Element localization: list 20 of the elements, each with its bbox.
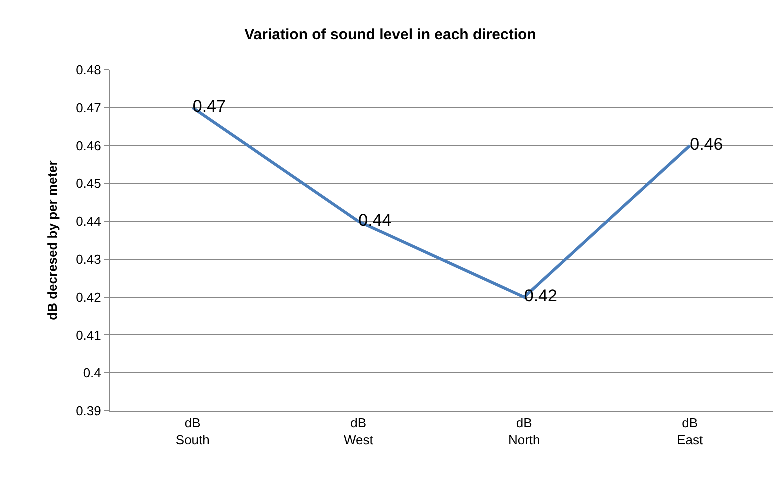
chart-title: Variation of sound level in each direction [244, 26, 536, 44]
y-tick-label: 0.46 [76, 138, 102, 154]
y-tick-label: 0.47 [76, 100, 102, 116]
x-tick-label: dB West [344, 416, 374, 448]
data-label: 0.44 [358, 210, 392, 230]
y-tick-label: 0.48 [76, 62, 102, 78]
data-label: 0.47 [192, 97, 226, 116]
y-tick-label: 0.42 [76, 290, 102, 305]
y-tick-label: 0.45 [76, 176, 102, 192]
x-tick-label: dB North [508, 416, 540, 448]
y-tick-label: 0.41 [76, 328, 102, 343]
x-tick-label: dB East [677, 416, 704, 448]
y-axis-title: dB decresed by per meter [45, 160, 60, 320]
y-tick-label: 0.44 [76, 214, 102, 230]
y-tick-label: 0.4 [83, 366, 102, 381]
y-tick-label: 0.39 [76, 404, 102, 419]
y-tick-label: 0.43 [76, 252, 102, 267]
x-tick-label: dB South [176, 416, 210, 448]
data-label: 0.42 [524, 286, 558, 306]
data-label: 0.46 [690, 135, 724, 154]
